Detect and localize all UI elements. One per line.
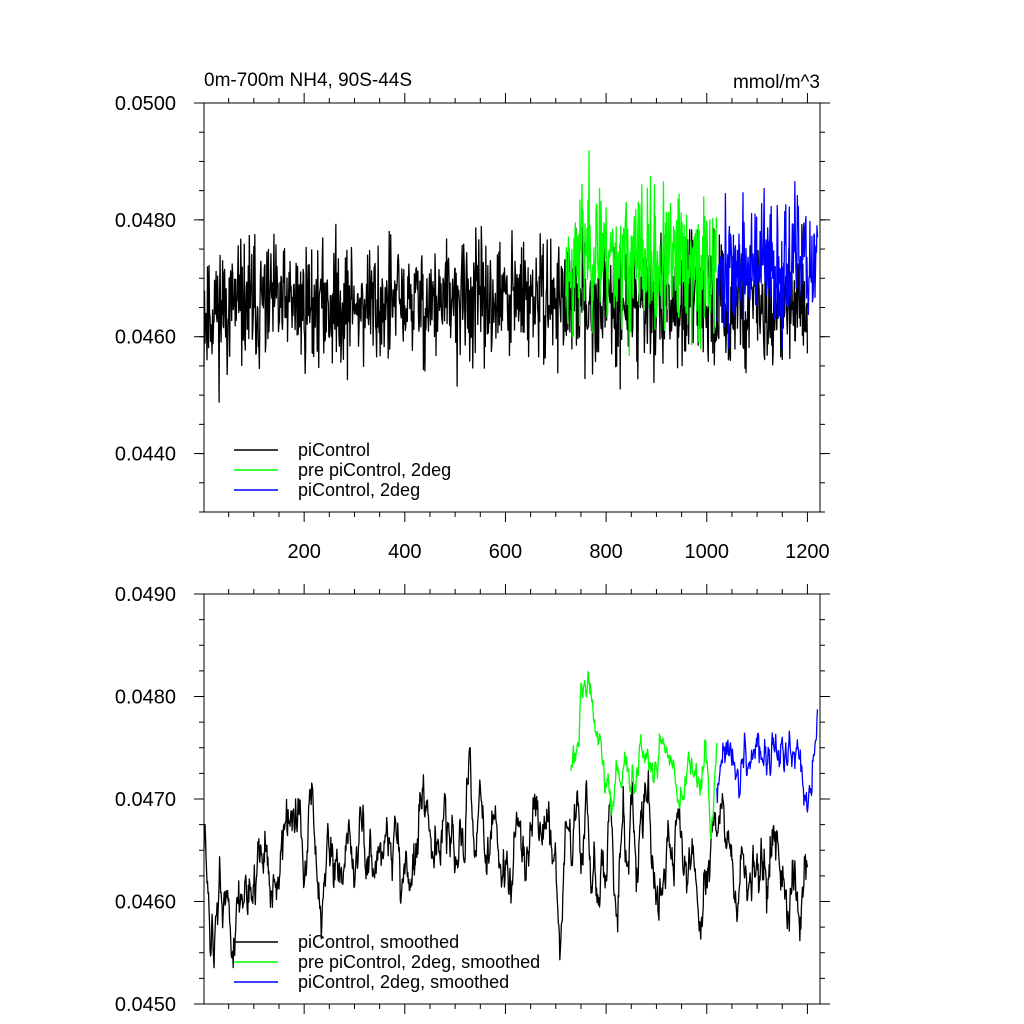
series-line-1 xyxy=(203,747,809,969)
y-tick-label: 0.0440 xyxy=(115,444,176,466)
legend-label: piControl, 2deg, smoothed xyxy=(298,972,509,992)
plot-area-series xyxy=(203,671,819,969)
x-tick-label: 1200 xyxy=(785,541,830,563)
x-tick-label: 800 xyxy=(589,541,622,563)
x-tick-label: 600 xyxy=(489,541,522,563)
y-tick-label: 0.0480 xyxy=(115,687,176,709)
y-tick-label: 0.0460 xyxy=(115,327,176,349)
series-line-2 xyxy=(565,150,718,356)
y-tick-label: 0.0470 xyxy=(115,789,176,811)
series-line-3 xyxy=(716,181,819,350)
series-line-3 xyxy=(716,709,819,813)
series-line-1 xyxy=(203,223,809,403)
units-label: mmol/m^3 xyxy=(733,72,820,93)
x-tick-label: 200 xyxy=(287,541,320,563)
x-tick-label: 400 xyxy=(388,541,421,563)
y-tick-label: 0.0450 xyxy=(115,994,176,1016)
series-line-2 xyxy=(570,671,718,840)
legend-label: pre piControl, 2deg, smoothed xyxy=(298,952,540,972)
plot-frame xyxy=(203,593,821,1005)
chart-title: 0m-700m NH4, 90S-44S xyxy=(204,70,412,91)
bottom-panel: 0.0450 0.0460 0.0470 0.0480 0.0490 piControl… xyxy=(115,584,830,1016)
legend-label: piControl, 2deg xyxy=(298,480,420,500)
legend-label: piControl xyxy=(298,440,370,460)
y-tick-label: 0.0480 xyxy=(115,210,176,232)
x-tick-label: 1000 xyxy=(685,541,730,563)
plot-area-series xyxy=(203,150,819,403)
y-tick-label: 0.0500 xyxy=(115,93,176,115)
y-tick-label: 0.0460 xyxy=(115,892,176,914)
axis-ticks: 200 400 600 800 1000 1200 0.0440 0.0460 0.0480 0.… xyxy=(115,93,830,563)
axis-ticks: 0.0450 0.0460 0.0470 0.0480 0.0490 xyxy=(115,584,830,1016)
top-panel: 0m-700m NH4, 90S-44S mmol/m^3 200 400 600 8… xyxy=(115,70,830,563)
legend-label: piControl, smoothed xyxy=(298,932,459,952)
legend-label: pre piControl, 2deg xyxy=(298,460,451,480)
y-tick-label: 0.0490 xyxy=(115,584,176,606)
